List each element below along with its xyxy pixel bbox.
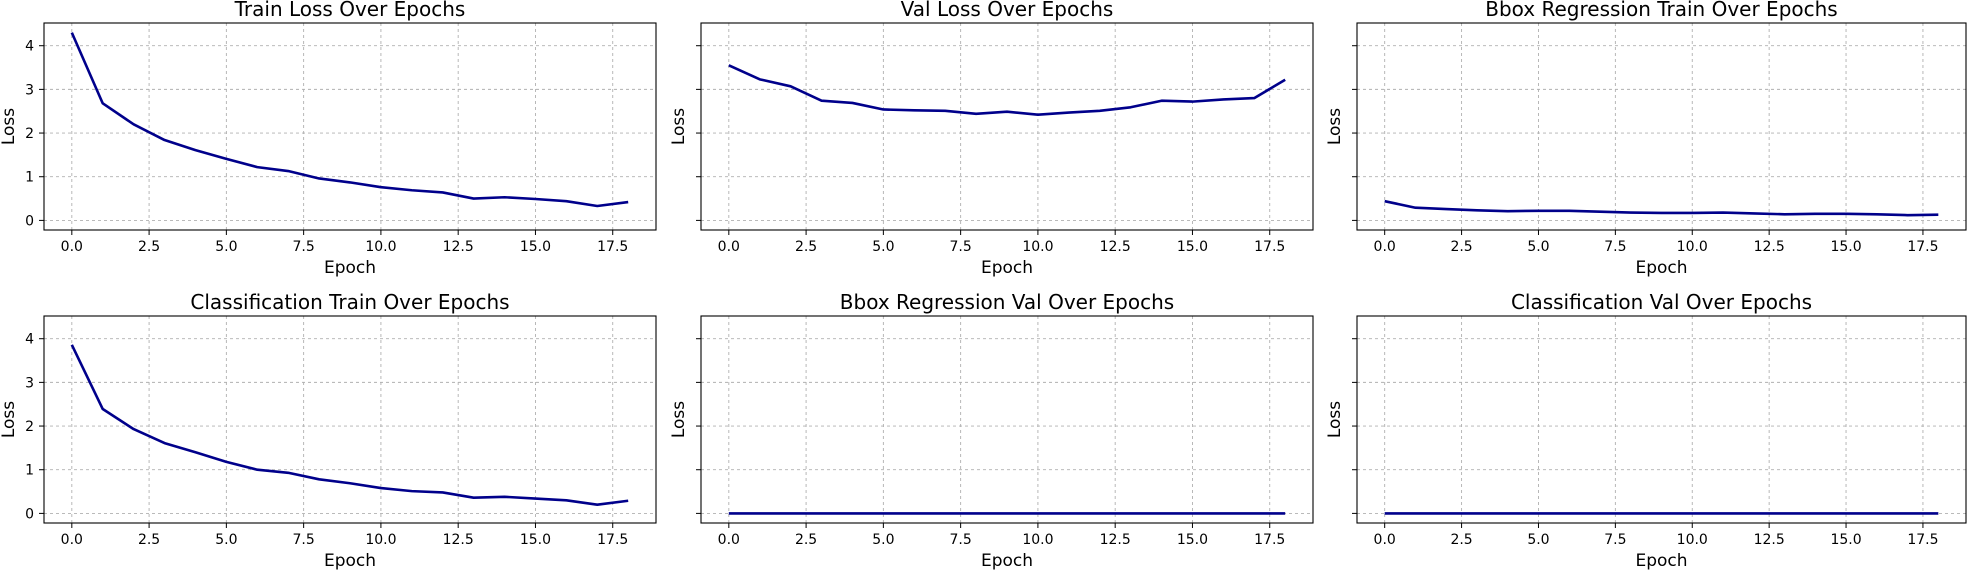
- x-axis-label: Epoch: [1635, 551, 1687, 570]
- x-tick-label: 0.0: [1374, 239, 1396, 255]
- y-tick-label: 1: [25, 170, 34, 186]
- y-axis-label: Loss: [1325, 108, 1345, 145]
- x-tick-label: 15.0: [1177, 239, 1208, 255]
- y-axis-label: Loss: [669, 108, 689, 145]
- x-tick-label: 2.5: [1450, 532, 1472, 548]
- x-tick-label: 0.0: [61, 239, 83, 255]
- x-tick-label: 5.0: [215, 532, 237, 548]
- x-tick-label: 17.5: [1907, 239, 1938, 255]
- y-tick-label: 2: [25, 126, 34, 142]
- y-axis-label: Loss: [0, 401, 19, 438]
- x-axis-label: Epoch: [1635, 258, 1687, 278]
- x-tick-label: 2.5: [1450, 239, 1472, 255]
- x-tick-label: 7.5: [950, 532, 972, 548]
- plot-frame: [700, 315, 1314, 524]
- x-tick-label: 12.5: [1754, 532, 1785, 548]
- x-tick-label: 0.0: [718, 532, 740, 548]
- series-line: [1384, 199, 1939, 217]
- x-tick-label: 12.5: [1100, 239, 1131, 255]
- plot-frame: [700, 22, 1314, 231]
- x-tick-label: 10.0: [365, 239, 396, 255]
- chart-title: Classification Train Over Epochs: [190, 290, 509, 314]
- x-axis-label: Epoch: [324, 551, 376, 570]
- plot-frame: [43, 22, 657, 231]
- x-tick-label: 17.5: [597, 239, 628, 255]
- x-tick-label: 0.0: [1374, 532, 1396, 548]
- y-tick-label: 4: [25, 39, 34, 55]
- x-tick-label: 10.0: [365, 532, 396, 548]
- x-tick-label: 5.0: [1527, 532, 1549, 548]
- series-line: [70, 32, 629, 208]
- y-axis-label: Loss: [1325, 401, 1345, 438]
- y-axis-label: Loss: [669, 401, 689, 438]
- x-tick-label: 12.5: [1754, 239, 1785, 255]
- x-tick-label: 7.5: [293, 239, 315, 255]
- x-tick-label: 5.0: [872, 532, 894, 548]
- x-tick-label: 15.0: [1830, 532, 1861, 548]
- y-axis-label: Loss: [0, 108, 19, 145]
- x-tick-label: 10.0: [1022, 239, 1053, 255]
- x-tick-label: 7.5: [1604, 239, 1626, 255]
- y-tick-label: 0: [25, 213, 34, 229]
- y-tick-label: 0: [25, 506, 34, 522]
- chart-title: Bbox Regression Train Over Epochs: [1485, 0, 1837, 21]
- x-tick-label: 5.0: [872, 239, 894, 255]
- x-tick-label: 12.5: [1100, 532, 1131, 548]
- y-tick-label: 1: [25, 463, 34, 479]
- subplot-4: 0.0 2.5 5.0 7.5 10.0 12.5 15.0 17.5 0 1 2 3 4 Classif…: [0, 290, 657, 570]
- x-tick-label: 7.5: [1604, 532, 1626, 548]
- x-tick-label: 7.5: [950, 239, 972, 255]
- subplot-1: 0.0 2.5 5.0 7.5 10.0 12.5 15.0 17.5 0 1 2 3 4 Train L…: [0, 0, 657, 278]
- subplot-5: 0.0 2.5 5.0 7.5 10.0 12.5 15.0 17.5 Bbox Regress…: [669, 290, 1314, 570]
- x-tick-label: 2.5: [795, 239, 817, 255]
- x-tick-label: 15.0: [520, 532, 551, 548]
- x-tick-label: 0.0: [61, 532, 83, 548]
- plot-frame: [43, 315, 657, 524]
- x-tick-label: 2.5: [138, 532, 160, 548]
- series-line: [70, 344, 629, 506]
- chart-title: Train Loss Over Epochs: [234, 0, 466, 21]
- x-tick-label: 7.5: [293, 532, 315, 548]
- x-tick-label: 15.0: [520, 239, 551, 255]
- x-tick-label: 5.0: [1527, 239, 1549, 255]
- plot-frame: [1356, 22, 1967, 231]
- chart-title: Bbox Regression Val Over Epochs: [840, 290, 1174, 314]
- x-tick-label: 10.0: [1677, 239, 1708, 255]
- x-tick-label: 12.5: [443, 532, 474, 548]
- y-tick-label: 2: [25, 419, 34, 435]
- x-axis-label: Epoch: [324, 258, 376, 278]
- y-tick-label: 3: [25, 375, 34, 391]
- x-tick-label: 0.0: [718, 239, 740, 255]
- x-tick-label: 15.0: [1177, 532, 1208, 548]
- x-tick-label: 2.5: [795, 532, 817, 548]
- subplot-6: 0.0 2.5 5.0 7.5 10.0 12.5 15.0 17.5 Classificati…: [1325, 290, 1967, 570]
- x-tick-label: 17.5: [1254, 532, 1285, 548]
- x-tick-label: 17.5: [1907, 532, 1938, 548]
- x-axis-label: Epoch: [981, 258, 1033, 278]
- plot-frame: [1356, 315, 1967, 524]
- x-tick-label: 17.5: [1254, 239, 1285, 255]
- x-tick-label: 10.0: [1677, 532, 1708, 548]
- x-tick-label: 2.5: [138, 239, 160, 255]
- chart-title: Classification Val Over Epochs: [1511, 290, 1812, 314]
- x-tick-label: 10.0: [1022, 532, 1053, 548]
- subplot-2: 0.0 2.5 5.0 7.5 10.0 12.5 15.0 17.5 Val Loss Ove…: [669, 0, 1314, 278]
- subplot-3: 0.0 2.5 5.0 7.5 10.0 12.5 15.0 17.5 Bbox Regress…: [1325, 0, 1967, 278]
- chart-title: Val Loss Over Epochs: [901, 0, 1114, 21]
- x-tick-label: 5.0: [215, 239, 237, 255]
- x-tick-label: 12.5: [443, 239, 474, 255]
- y-tick-label: 4: [25, 332, 34, 348]
- x-tick-label: 15.0: [1830, 239, 1861, 255]
- series-line: [728, 64, 1286, 117]
- x-axis-label: Epoch: [981, 551, 1033, 570]
- x-tick-label: 17.5: [597, 532, 628, 548]
- y-tick-label: 3: [25, 82, 34, 98]
